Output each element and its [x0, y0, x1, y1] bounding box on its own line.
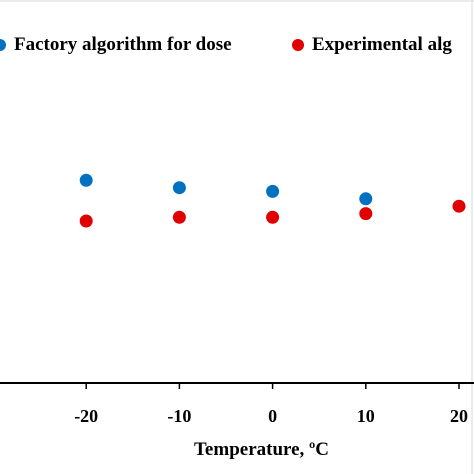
x-tick-label: 10 — [357, 406, 375, 426]
x-tick-label: -20 — [74, 406, 98, 426]
data-point-experimental — [452, 199, 466, 213]
data-point-experimental — [172, 210, 186, 224]
legend-marker-experimental — [292, 39, 304, 51]
legend-label-experimental: Experimental alg — [312, 34, 452, 55]
x-tick-label: 0 — [268, 406, 277, 426]
legend-item-experimental: Experimental alg — [292, 34, 452, 56]
x-axis-title: Temperature, ºC — [194, 439, 330, 460]
data-point-experimental — [79, 214, 93, 228]
legend-label-factory: Factory algorithm for dose — [14, 34, 232, 55]
data-point-factory — [359, 192, 373, 206]
x-tick-label: 20 — [450, 406, 468, 426]
data-point-factory — [172, 181, 186, 195]
legend-marker-factory — [0, 39, 6, 51]
data-point-factory — [266, 184, 280, 198]
legend-item-factory: Factory algorithm for dose — [0, 34, 232, 56]
data-point-experimental — [359, 207, 373, 221]
data-point-experimental — [266, 210, 280, 224]
data-point-factory — [79, 173, 93, 187]
x-tick-label: -10 — [167, 406, 191, 426]
